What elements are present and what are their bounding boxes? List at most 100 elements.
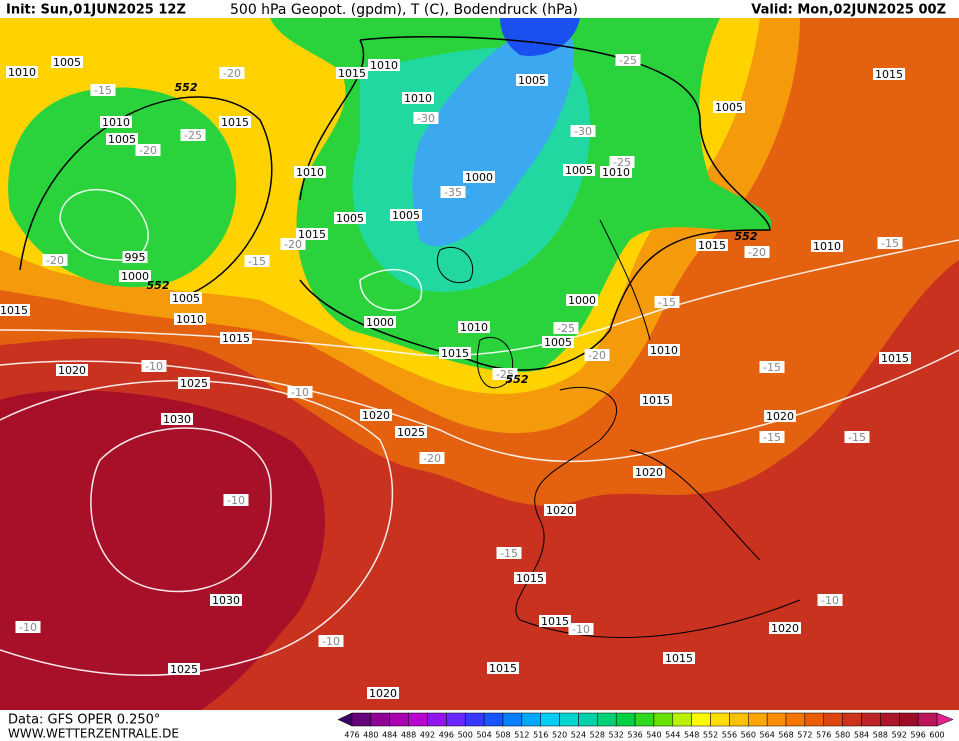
colorbar-label: 600: [929, 731, 944, 740]
temperature-label: -25: [613, 156, 631, 169]
temperature-label-box: [90, 84, 116, 96]
colorbar-label: 560: [741, 731, 756, 740]
temperature-label: -15: [658, 296, 676, 309]
temperature-label-box: [135, 144, 161, 156]
pressure-label: 1015: [698, 239, 726, 252]
temperature-label: -10: [145, 360, 163, 373]
pressure-label: 1010: [296, 166, 324, 179]
temperature-label-box: [440, 186, 466, 198]
pressure-label-box: [563, 164, 595, 176]
colorbar-label: 516: [533, 731, 548, 740]
temperature-label-box: [42, 254, 68, 266]
pressure-label: 1000: [465, 171, 493, 184]
pressure-label: 1020: [362, 409, 390, 422]
colorbar-label: 500: [458, 731, 473, 740]
colorbar-arrow: [936, 712, 954, 727]
colorbar-label: 476: [344, 731, 359, 740]
pressure-label: 1005: [53, 56, 81, 69]
colorbar-label: 512: [514, 731, 529, 740]
colorbar-cell: [672, 712, 692, 727]
pressure-label: 1030: [212, 594, 240, 607]
pressure-label-box: [178, 377, 210, 389]
colorbar-label: 508: [495, 731, 510, 740]
temperature-label: -25: [184, 129, 202, 142]
title-text: 500 hPa Geopot. (gpdm), T (C), Bodendruc…: [230, 2, 578, 18]
colorbar-label: 588: [873, 731, 888, 740]
colorbar-label: 584: [854, 731, 869, 740]
pressure-label-box: [764, 410, 796, 422]
pressure-label: 1000: [366, 316, 394, 329]
colorbar-label: 520: [552, 731, 567, 740]
pressure-label: 1025: [170, 663, 198, 676]
pressure-label: 1020: [546, 504, 574, 517]
pressure-label-box: [367, 687, 399, 699]
colorbar-label: 580: [835, 731, 850, 740]
colorbar-label: 536: [627, 731, 642, 740]
pressure-label-box: [811, 240, 843, 252]
colorbar-cell: [540, 712, 560, 727]
temperature-label-box: [609, 156, 635, 168]
temperature-label-box: [568, 623, 594, 635]
colorbar-label: 576: [816, 731, 831, 740]
pressure-label: 1000: [568, 294, 596, 307]
colorbar-label: 540: [646, 731, 661, 740]
temperature-label: -10: [291, 386, 309, 399]
colorbar-cell: [389, 712, 409, 727]
pressure-label-box: [439, 347, 471, 359]
colorbar-cell: [729, 712, 749, 727]
temperature-label: -15: [94, 84, 112, 97]
pressure-label-box: [696, 239, 728, 251]
pressure-label: 1015: [221, 116, 249, 129]
colorbar-cell: [748, 712, 768, 727]
colorbar-cell: [691, 712, 711, 727]
pressure-label: 1005: [392, 209, 420, 222]
temperature-label: -15: [763, 431, 781, 444]
colorbar-cell: [464, 712, 485, 727]
temperature-label-box: [570, 125, 596, 137]
pressure-label-box: [566, 294, 598, 306]
temperature-label: -20: [748, 246, 766, 259]
pressure-label-box: [640, 394, 672, 406]
pressure-label-box: [220, 332, 252, 344]
temperature-label: -20: [139, 144, 157, 157]
temperature-label: -10: [227, 494, 245, 507]
colorbar-label: 596: [910, 731, 925, 740]
colorbar-cell: [408, 712, 428, 727]
temperature-label-box: [492, 368, 518, 380]
init-text: Init: Sun,01JUN2025 12Z: [6, 3, 186, 18]
temperature-label-box: [615, 54, 641, 66]
header-band: [0, 0, 959, 18]
pressure-label: 1005: [715, 101, 743, 114]
pressure-label-box: [6, 66, 38, 78]
temperature-label: -10: [19, 621, 37, 634]
colorbar-cell: [370, 712, 390, 727]
colorbar-label: 544: [665, 731, 680, 740]
temperature-label: -15: [248, 255, 266, 268]
colorbar-label: 552: [703, 731, 718, 740]
temperature-label: -35: [444, 186, 462, 199]
pressure-label: 1015: [298, 228, 326, 241]
pressure-label: 1005: [172, 292, 200, 305]
pressure-label: 1005: [108, 133, 136, 146]
temperature-label-box: [817, 594, 843, 606]
colorbar-label: 568: [778, 731, 793, 740]
pressure-label-box: [713, 101, 745, 113]
temperature-label-box: [413, 112, 439, 124]
temperature-label: -25: [557, 322, 575, 335]
pressure-label: 1015: [489, 662, 517, 675]
pressure-label-box: [170, 292, 202, 304]
pressure-label-box: [294, 166, 326, 178]
temperature-label: -15: [500, 547, 518, 560]
isobar: [359, 268, 423, 311]
temperature-label-box: [219, 67, 245, 79]
temperature-label: -15: [848, 431, 866, 444]
pressure-label: 1005: [518, 74, 546, 87]
pressure-label-box: [51, 56, 83, 68]
colorbar-cell: [861, 712, 881, 727]
colorbar-label: 592: [892, 731, 907, 740]
geopotential-label: 552: [147, 279, 170, 292]
pressure-label: 1010: [650, 344, 678, 357]
temperature-label: -10: [821, 594, 839, 607]
